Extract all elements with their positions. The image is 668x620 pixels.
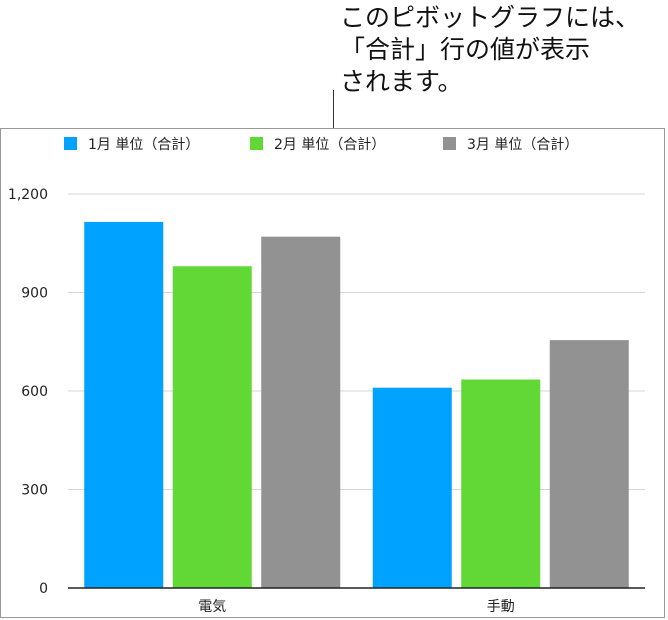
callout-text: このピボットグラフには、 「合計」行の値が表示 されます。 (340, 3, 641, 96)
y-tick-label: 1,200 (8, 187, 48, 203)
y-tick-label: 0 (39, 581, 48, 597)
legend-swatch (64, 137, 77, 150)
x-category-label: 手動 (487, 599, 515, 615)
y-tick-label: 600 (21, 384, 48, 400)
bar (172, 266, 252, 588)
legend-label: 3月 単位（合計） (467, 137, 578, 153)
legend-label: 1月 単位（合計） (88, 137, 199, 153)
legend-swatch (250, 137, 263, 150)
bar (372, 387, 452, 588)
chart-frame (0, 128, 665, 618)
legend-label: 2月 単位（合計） (274, 137, 385, 153)
callout-leader-line (333, 90, 334, 128)
y-tick-label: 900 (21, 286, 48, 302)
bar (261, 236, 341, 588)
bar (461, 379, 541, 588)
bar (84, 221, 164, 589)
y-tick-label: 300 (21, 483, 48, 499)
bar (549, 340, 629, 588)
legend-swatch (443, 137, 456, 150)
x-category-label: 電気 (198, 599, 226, 615)
